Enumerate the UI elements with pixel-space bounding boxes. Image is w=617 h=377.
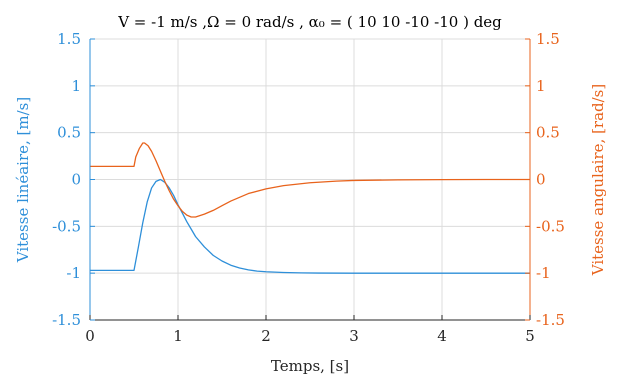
y-axis-right-label: Vitesse angulaire, [rad/s] (589, 84, 607, 276)
y-right-tick-label: 1 (536, 77, 546, 95)
y-left-tick-label: 1 (71, 77, 81, 95)
x-tick-label: 1 (173, 327, 183, 345)
y-left-tick-label: 1.5 (57, 30, 81, 48)
y-left-tick-label: 0 (71, 171, 81, 189)
x-tick-label: 0 (85, 327, 95, 345)
y-right-tick-label: -0.5 (536, 217, 565, 235)
y-left-tick-label: -1.5 (52, 311, 81, 329)
series-line-linear-speed (90, 178, 530, 274)
x-tick-label: 5 (525, 327, 535, 345)
x-axis-label: Temps, [s] (271, 357, 349, 375)
y-left-tick-label: -1 (66, 264, 81, 282)
y-right-tick-label: 0.5 (536, 124, 560, 142)
y-left-tick-label: -0.5 (52, 217, 81, 235)
y-right-tick-label: -1.5 (536, 311, 565, 329)
y-right-tick-label: 1.5 (536, 30, 560, 48)
y-axis-left-label: Vitesse linéaire, [m/s] (14, 97, 32, 263)
series-line-angular-speed (90, 142, 530, 218)
x-tick-label: 3 (349, 327, 359, 345)
chart-title: V = -1 m/s ,Ω = 0 rad/s , α₀ = ( 10 10 -… (117, 13, 502, 31)
y-right-tick-label: 0 (536, 171, 546, 189)
y-right-tick-label: -1 (536, 264, 551, 282)
x-tick-label: 4 (437, 327, 447, 345)
x-tick-label: 2 (261, 327, 271, 345)
ticks: 0 1 2 3 4 5-1.5-1-0.500.511.5-1.5-1-0.500.511… (52, 30, 565, 345)
y-left-tick-label: 0.5 (57, 124, 81, 142)
series-layer (90, 142, 530, 274)
